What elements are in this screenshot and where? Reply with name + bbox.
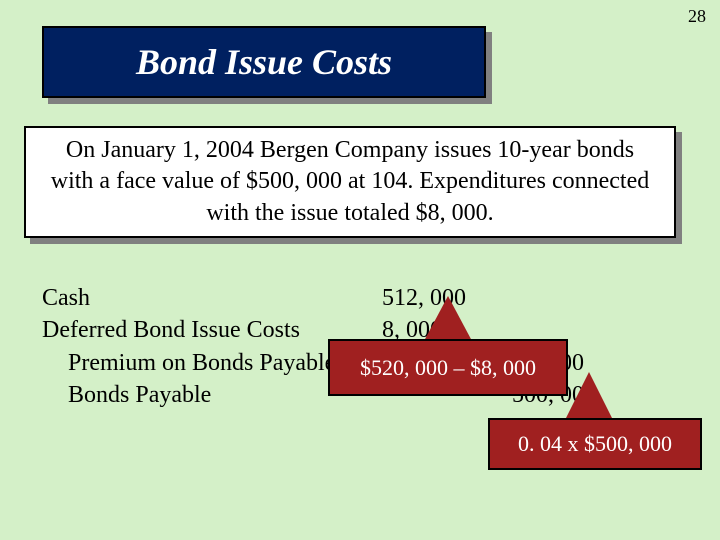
description-text: On January 1, 2004 Bergen Company issues… — [44, 135, 656, 229]
description-box: On January 1, 2004 Bergen Company issues… — [24, 126, 676, 238]
title-text: Bond Issue Costs — [136, 41, 392, 83]
journal-row: Cash 512, 000 — [42, 282, 678, 314]
page-number: 28 — [688, 6, 706, 27]
account-name: Cash — [42, 282, 382, 314]
callout-arrow-icon — [565, 372, 613, 420]
callout-arrow-icon — [424, 296, 472, 341]
callout-text: 0. 04 x $500, 000 — [518, 431, 672, 457]
credit-amount — [512, 282, 642, 314]
title-box: Bond Issue Costs — [42, 26, 486, 98]
callout-cash-calc: $520, 000 – $8, 000 — [328, 339, 568, 396]
callout-premium-calc: 0. 04 x $500, 000 — [488, 418, 702, 470]
callout-text: $520, 000 – $8, 000 — [360, 355, 536, 381]
